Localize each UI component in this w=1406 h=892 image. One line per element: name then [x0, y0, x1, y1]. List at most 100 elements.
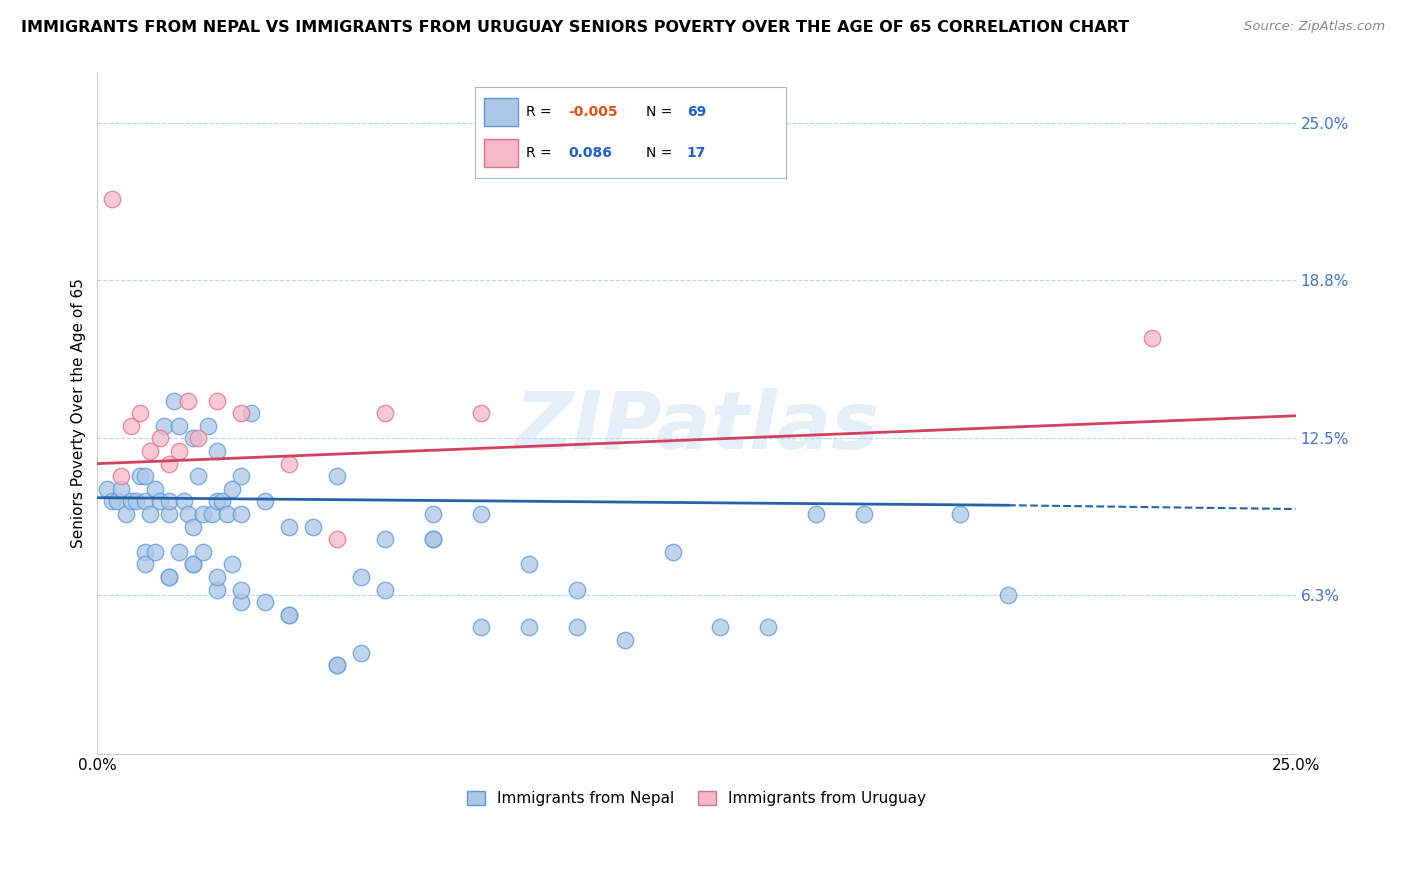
Point — [278, 457, 301, 471]
Point — [163, 393, 186, 408]
Point — [187, 469, 209, 483]
Point — [120, 494, 142, 508]
Point — [756, 620, 779, 634]
Point — [143, 545, 166, 559]
Point — [470, 507, 492, 521]
Point — [120, 418, 142, 433]
Point — [157, 507, 180, 521]
Point — [149, 494, 172, 508]
Point — [239, 406, 262, 420]
Point — [177, 393, 200, 408]
Point — [613, 633, 636, 648]
Point — [134, 545, 156, 559]
Legend: Immigrants from Nepal, Immigrants from Uruguay: Immigrants from Nepal, Immigrants from U… — [460, 783, 934, 814]
Point — [806, 507, 828, 521]
Point — [517, 558, 540, 572]
Point — [231, 469, 253, 483]
Text: Source: ZipAtlas.com: Source: ZipAtlas.com — [1244, 20, 1385, 33]
Point — [181, 558, 204, 572]
Point — [254, 494, 277, 508]
Point — [422, 533, 444, 547]
Point — [949, 507, 972, 521]
Point — [129, 469, 152, 483]
Point — [215, 507, 238, 521]
Point — [177, 507, 200, 521]
Point — [470, 406, 492, 420]
Point — [157, 570, 180, 584]
Point — [173, 494, 195, 508]
Point — [181, 558, 204, 572]
Point — [517, 620, 540, 634]
Point — [205, 393, 228, 408]
Point — [191, 507, 214, 521]
Point — [157, 494, 180, 508]
Point — [205, 444, 228, 458]
Point — [278, 607, 301, 622]
Point — [197, 418, 219, 433]
Point — [709, 620, 731, 634]
Point — [231, 582, 253, 597]
Point — [167, 545, 190, 559]
Point — [278, 607, 301, 622]
Point — [139, 444, 162, 458]
Point — [153, 418, 176, 433]
Point — [231, 595, 253, 609]
Point — [231, 507, 253, 521]
Point — [100, 192, 122, 206]
Point — [134, 558, 156, 572]
Point — [167, 418, 190, 433]
Point — [191, 545, 214, 559]
Point — [565, 620, 588, 634]
Point — [374, 533, 396, 547]
Point — [1140, 331, 1163, 345]
Point — [110, 482, 132, 496]
Point — [143, 482, 166, 496]
Point — [661, 545, 683, 559]
Point — [181, 432, 204, 446]
Point — [96, 482, 118, 496]
Point — [134, 494, 156, 508]
Point — [201, 507, 224, 521]
Point — [105, 494, 128, 508]
Point — [157, 457, 180, 471]
Point — [326, 658, 349, 673]
Point — [302, 519, 325, 533]
Point — [374, 406, 396, 420]
Point — [565, 582, 588, 597]
Point — [374, 582, 396, 597]
Point — [326, 533, 349, 547]
Point — [997, 588, 1019, 602]
Point — [853, 507, 876, 521]
Point — [205, 570, 228, 584]
Point — [221, 558, 243, 572]
Text: ZIPatlas: ZIPatlas — [515, 388, 879, 466]
Point — [205, 494, 228, 508]
Point — [470, 620, 492, 634]
Point — [254, 595, 277, 609]
Point — [187, 432, 209, 446]
Point — [134, 469, 156, 483]
Point — [167, 444, 190, 458]
Point — [129, 406, 152, 420]
Point — [139, 507, 162, 521]
Point — [422, 507, 444, 521]
Point — [115, 507, 138, 521]
Point — [157, 570, 180, 584]
Point — [205, 582, 228, 597]
Point — [100, 494, 122, 508]
Text: IMMIGRANTS FROM NEPAL VS IMMIGRANTS FROM URUGUAY SENIORS POVERTY OVER THE AGE OF: IMMIGRANTS FROM NEPAL VS IMMIGRANTS FROM… — [21, 20, 1129, 35]
Point — [422, 533, 444, 547]
Point — [149, 432, 172, 446]
Point — [221, 482, 243, 496]
Point — [326, 658, 349, 673]
Point — [278, 519, 301, 533]
Point — [211, 494, 233, 508]
Point — [181, 519, 204, 533]
Y-axis label: Seniors Poverty Over the Age of 65: Seniors Poverty Over the Age of 65 — [72, 278, 86, 549]
Point — [350, 570, 373, 584]
Point — [110, 469, 132, 483]
Point — [350, 646, 373, 660]
Point — [231, 406, 253, 420]
Point — [326, 469, 349, 483]
Point — [125, 494, 148, 508]
